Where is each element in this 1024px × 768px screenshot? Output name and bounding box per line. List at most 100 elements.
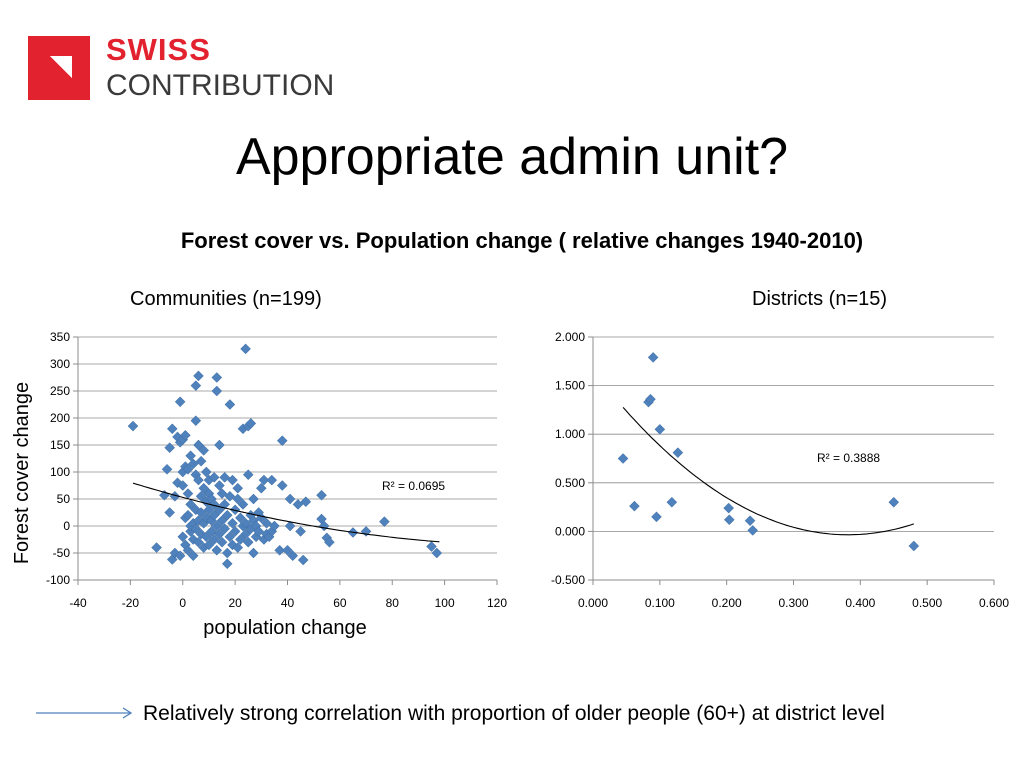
data-point bbox=[216, 536, 228, 548]
x-tick-label: 100 bbox=[435, 596, 455, 610]
data-point bbox=[276, 435, 288, 447]
trendline bbox=[132, 482, 440, 543]
data-point bbox=[190, 380, 202, 391]
x-tick-label: 0.000 bbox=[578, 596, 608, 610]
data-point bbox=[182, 544, 194, 556]
y-tick-label: 1.000 bbox=[555, 427, 585, 441]
x-tick-label: 60 bbox=[333, 596, 347, 610]
y-tick-label: 300 bbox=[50, 357, 70, 371]
slide-title: Appropriate admin unit? bbox=[235, 128, 789, 186]
data-point bbox=[253, 526, 265, 537]
data-point bbox=[195, 507, 207, 518]
data-point bbox=[208, 499, 220, 510]
data-point bbox=[324, 536, 335, 548]
data-point bbox=[151, 542, 162, 553]
data-point bbox=[206, 526, 217, 537]
data-point bbox=[908, 540, 920, 552]
x-tick-label: 40 bbox=[281, 596, 295, 610]
data-point bbox=[229, 504, 241, 516]
data-point bbox=[198, 482, 210, 494]
trendline bbox=[622, 407, 914, 536]
data-point bbox=[174, 396, 186, 408]
data-point bbox=[208, 472, 220, 483]
data-point bbox=[193, 474, 204, 486]
data-point bbox=[258, 474, 270, 486]
data-point bbox=[426, 541, 437, 552]
data-point bbox=[654, 423, 666, 435]
y-tick-label: 0 bbox=[63, 519, 70, 533]
data-point bbox=[224, 531, 236, 543]
data-point bbox=[211, 372, 223, 383]
data-point bbox=[185, 499, 196, 510]
data-point bbox=[127, 420, 139, 432]
data-point bbox=[200, 466, 212, 478]
x-tick-label: 80 bbox=[386, 596, 400, 610]
data-point bbox=[292, 499, 304, 510]
data-point bbox=[185, 450, 196, 462]
x-tick-label: 20 bbox=[228, 596, 242, 610]
x-tick-label: 120 bbox=[487, 596, 507, 610]
data-point bbox=[227, 517, 238, 529]
districts-scatter-chart: -0.500 0.000 0.500 1.000 1.500 2.000 0.000 0.10… bbox=[551, 330, 1009, 610]
data-point bbox=[255, 482, 267, 494]
data-point bbox=[379, 516, 390, 528]
data-point bbox=[747, 525, 759, 536]
arrow-icon bbox=[36, 707, 133, 719]
data-point bbox=[232, 482, 244, 494]
communities-scatter-chart: -100 -50 0 50 100 150 200 250 300 350 -40 -20 0 20 40 6… bbox=[11, 330, 507, 639]
data-point bbox=[195, 455, 207, 467]
data-point bbox=[647, 352, 659, 363]
data-point bbox=[208, 534, 220, 545]
chart-title: Forest cover vs. Population change ( rel… bbox=[180, 228, 864, 253]
data-point bbox=[245, 418, 257, 429]
data-point bbox=[888, 496, 900, 508]
data-point bbox=[174, 550, 186, 562]
data-point bbox=[221, 558, 233, 570]
data-point bbox=[208, 509, 220, 521]
data-point bbox=[193, 370, 204, 382]
data-point bbox=[182, 509, 194, 521]
data-point bbox=[723, 514, 735, 526]
districts-subtitle: Districts (n=15) bbox=[752, 288, 888, 310]
data-point bbox=[232, 542, 244, 553]
x-axis-title: population change bbox=[203, 617, 366, 639]
data-point bbox=[214, 528, 225, 540]
x-tick-label: -20 bbox=[122, 596, 140, 610]
data-point bbox=[161, 463, 173, 475]
y-axis-title: Forest cover change bbox=[11, 382, 33, 564]
data-point bbox=[242, 469, 254, 481]
y-tick-label: 100 bbox=[50, 465, 70, 479]
data-point bbox=[214, 480, 225, 491]
logo-text-contribution: CONTRIBUTION bbox=[106, 69, 335, 102]
data-point bbox=[666, 496, 678, 508]
data-point bbox=[240, 517, 251, 529]
data-point bbox=[645, 393, 656, 405]
y-tick-label: 150 bbox=[50, 438, 70, 452]
footer-note: Relatively strong correlation with propo… bbox=[143, 702, 885, 725]
x-tick-label: 0.300 bbox=[778, 596, 808, 610]
data-point bbox=[723, 502, 735, 514]
data-point bbox=[166, 423, 178, 435]
data-point bbox=[190, 523, 202, 535]
y-tick-label: 0.000 bbox=[555, 524, 585, 538]
data-point bbox=[211, 544, 223, 556]
y-tick-label: 50 bbox=[57, 492, 71, 506]
y-tick-label: -100 bbox=[46, 573, 70, 587]
r-squared-label: R² = 0.3888 bbox=[817, 451, 880, 465]
data-point bbox=[274, 544, 285, 556]
data-point bbox=[193, 439, 204, 451]
x-tick-label: -40 bbox=[69, 596, 87, 610]
data-point bbox=[187, 458, 199, 470]
data-point bbox=[182, 463, 194, 475]
logo-text-swiss: SWISS bbox=[106, 32, 211, 67]
data-point bbox=[297, 554, 309, 566]
r-squared-label: R² = 0.0695 bbox=[382, 479, 445, 493]
data-point bbox=[240, 343, 251, 355]
logo-arrow-icon bbox=[50, 56, 72, 78]
x-tick-label: 0 bbox=[179, 596, 186, 610]
data-point bbox=[300, 496, 312, 508]
data-point bbox=[203, 539, 215, 551]
data-point bbox=[672, 447, 684, 459]
logo: SWISS CONTRIBUTION bbox=[28, 32, 348, 106]
